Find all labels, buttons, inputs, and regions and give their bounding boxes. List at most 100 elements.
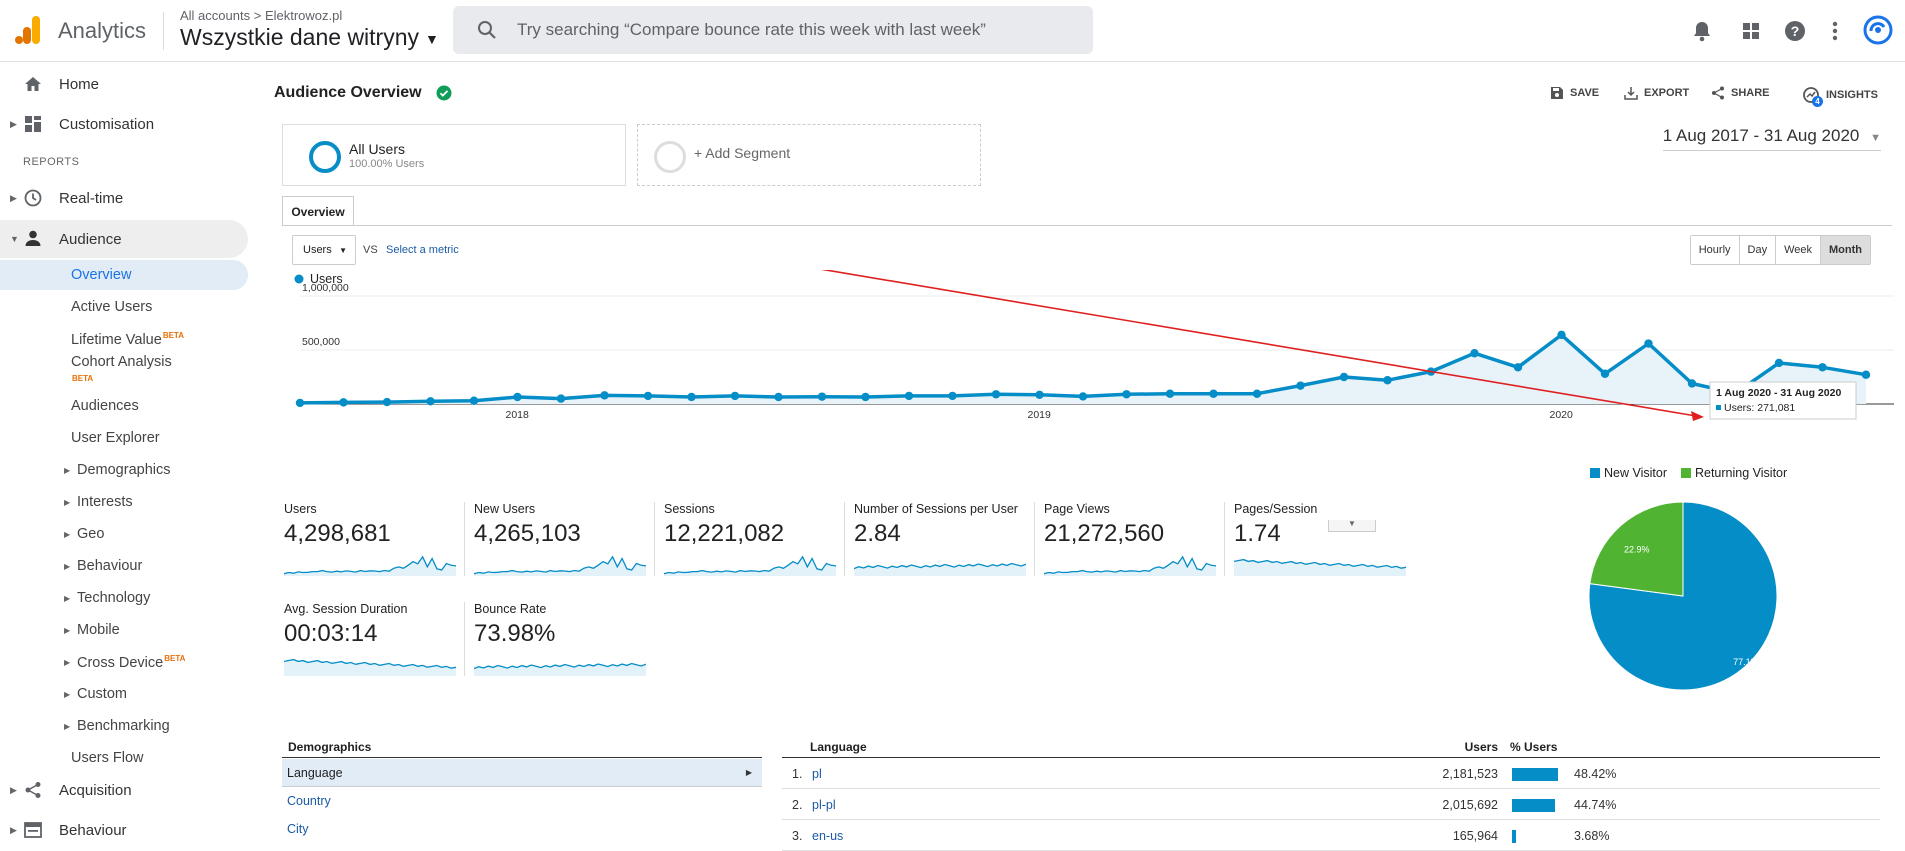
- demographics-item-country[interactable]: Country: [287, 794, 331, 808]
- language-link[interactable]: pl-pl: [812, 798, 836, 812]
- sidebar-item-acquisition[interactable]: ▶ Acquisition: [0, 772, 248, 808]
- period-week-button[interactable]: Week: [1776, 236, 1822, 264]
- language-link[interactable]: pl: [812, 767, 822, 781]
- expand-arrow-icon[interactable]: ▶: [64, 625, 71, 635]
- legend-new-visitor[interactable]: New Visitor: [1590, 466, 1667, 480]
- date-range-picker[interactable]: 1 Aug 2017 - 31 Aug 2020 ▼: [1662, 126, 1881, 151]
- expand-arrow-icon[interactable]: ▶: [64, 529, 71, 539]
- data-point: [469, 396, 479, 405]
- sidebar-subitem-mobile[interactable]: ▶ Mobile: [0, 615, 248, 645]
- scorecard[interactable]: Number of Sessions per User 2.84: [854, 502, 1044, 584]
- legend-swatch: [1590, 468, 1600, 478]
- sidebar-subitem-cross-device[interactable]: ▶ Cross DeviceBETA: [0, 647, 248, 677]
- sidebar-subitem-geo[interactable]: ▶ Geo: [0, 519, 248, 549]
- share-button[interactable]: SHARE: [1711, 86, 1770, 100]
- sidebar-subitem-overview[interactable]: Overview: [0, 260, 248, 290]
- sidebar-item-home[interactable]: Home: [0, 66, 248, 102]
- verified-check-icon: [436, 85, 452, 101]
- expand-arrow-icon[interactable]: ▶: [10, 118, 17, 129]
- scorecard[interactable]: Avg. Session Duration 00:03:14: [284, 602, 474, 684]
- sidebar-subitem-active-users[interactable]: Active Users: [0, 292, 248, 322]
- tab-overview[interactable]: Overview: [282, 196, 354, 226]
- demographics-item-city[interactable]: City: [287, 822, 309, 836]
- apps-icon[interactable]: [1736, 16, 1766, 46]
- sidebar-subitem-audiences[interactable]: Audiences: [0, 391, 248, 421]
- scorecard[interactable]: Bounce Rate 73.98%: [474, 602, 664, 684]
- sidebar-item-audience[interactable]: ▼ Audience: [0, 220, 248, 258]
- sidebar-subitem-text: Cross Device: [77, 654, 164, 671]
- y-tick-label: 1,000,000: [302, 282, 349, 294]
- language-link[interactable]: en-us: [812, 829, 844, 843]
- expand-arrow-icon[interactable]: ▶: [64, 465, 71, 475]
- expand-arrow-icon[interactable]: ▶: [64, 497, 71, 507]
- period-hourly-button[interactable]: Hourly: [1690, 236, 1740, 264]
- save-icon: [1551, 87, 1563, 99]
- sidebar-item-customisation[interactable]: ▶ Customisation: [0, 106, 248, 142]
- pct-bar: [1512, 768, 1559, 781]
- expand-arrow-icon[interactable]: ▶: [64, 593, 71, 603]
- sidebar-subitem-lifetime-value[interactable]: Lifetime ValueBETA: [0, 324, 248, 354]
- export-button[interactable]: EXPORT: [1624, 86, 1689, 100]
- analytics-logo-icon[interactable]: [14, 14, 42, 46]
- expand-arrow-icon[interactable]: ▶: [64, 561, 71, 571]
- breadcrumb-account[interactable]: Elektrowoz.pl: [264, 8, 343, 23]
- expand-arrow-icon[interactable]: ▶: [10, 784, 17, 795]
- legend-returning-visitor[interactable]: Returning Visitor: [1680, 466, 1787, 480]
- sidebar-subitem-demographics[interactable]: ▶ Demographics: [0, 455, 248, 485]
- expand-arrow-icon[interactable]: ▶: [10, 824, 17, 835]
- scorecard-divider: [844, 502, 845, 576]
- sidebar-item-behaviour[interactable]: ▶ Behaviour: [0, 812, 248, 848]
- segment-all-users[interactable]: All Users 100.00% Users: [282, 124, 626, 186]
- sidebar-subitem-technology[interactable]: ▶ Technology: [0, 583, 248, 613]
- add-segment-button[interactable]: + Add Segment: [637, 124, 981, 186]
- expand-arrow-icon[interactable]: ▶: [64, 721, 71, 731]
- sidebar-subitem-users-flow[interactable]: Users Flow: [0, 743, 248, 773]
- collapse-arrow-icon[interactable]: ▼: [10, 234, 19, 244]
- insights-button[interactable]: 4 INSIGHTS: [1802, 86, 1878, 107]
- search-box[interactable]: [453, 6, 1093, 54]
- select-metric-link[interactable]: Select a metric: [386, 244, 459, 256]
- sidebar-subitem-custom[interactable]: ▶ Custom: [0, 679, 248, 709]
- metric-selector[interactable]: Users ▼: [292, 235, 356, 265]
- help-icon[interactable]: ?: [1780, 16, 1810, 46]
- visitor-type-pie: New Visitor Returning Visitor 77.1% 22.9%: [1570, 462, 1880, 762]
- expand-arrow-icon[interactable]: ▶: [64, 689, 71, 699]
- sidebar-subitem-benchmarking[interactable]: ▶ Benchmarking: [0, 711, 248, 741]
- more-icon[interactable]: [1820, 16, 1850, 46]
- collapse-chart-icon[interactable]: ▼: [1328, 520, 1376, 532]
- breadcrumb[interactable]: All accounts > Elektrowoz.pl: [180, 8, 342, 23]
- scorecard[interactable]: Pages/Session 1.74: [1234, 502, 1424, 584]
- sparkline-line: [1044, 555, 1216, 575]
- breadcrumb-all-accounts[interactable]: All accounts: [180, 8, 251, 23]
- sidebar-subitem-user-explorer[interactable]: User Explorer: [0, 423, 248, 453]
- sidebar-subitem-interests[interactable]: ▶ Interests: [0, 487, 248, 517]
- sidebar-item-realtime[interactable]: ▶ Real-time: [0, 180, 248, 216]
- pie-slice-returning-visitor[interactable]: [1589, 501, 1684, 597]
- person-icon: [25, 230, 41, 246]
- save-button[interactable]: SAVE: [1550, 86, 1599, 100]
- caret-down-icon: ▼: [425, 30, 439, 47]
- save-label: SAVE: [1570, 87, 1600, 99]
- scorecard[interactable]: Page Views 21,272,560: [1044, 502, 1234, 584]
- sidebar-subitem-text: Lifetime Value: [71, 331, 162, 348]
- demographics-item-language[interactable]: Language ▶: [282, 759, 762, 787]
- data-point: [339, 398, 348, 407]
- scorecard[interactable]: New Users 4,265,103: [474, 502, 664, 584]
- period-day-button[interactable]: Day: [1739, 236, 1777, 264]
- sidebar-subitem-behaviour[interactable]: ▶ Behaviour: [0, 551, 248, 581]
- sidebar-subitem-cohort-analysis[interactable]: Cohort Analysis BETA: [0, 352, 248, 386]
- account-icon[interactable]: [1862, 14, 1894, 46]
- period-month-button[interactable]: Month: [1821, 236, 1870, 264]
- property-selector[interactable]: Wszystkie dane witryny ▼: [180, 24, 439, 51]
- expand-arrow-icon[interactable]: ▶: [10, 192, 17, 203]
- row-number: 1.: [792, 767, 803, 781]
- scorecard[interactable]: Users 4,298,681: [284, 502, 474, 584]
- pct-users-column-header: % Users: [1510, 740, 1558, 754]
- language-table-divider: [782, 757, 1880, 758]
- search-input[interactable]: [517, 16, 1077, 44]
- bell-icon[interactable]: [1687, 16, 1717, 46]
- scorecard[interactable]: Sessions 12,221,082: [664, 502, 854, 584]
- sidebar-subitem-label: Active Users: [71, 299, 153, 315]
- expand-arrow-icon[interactable]: ▶: [64, 657, 71, 667]
